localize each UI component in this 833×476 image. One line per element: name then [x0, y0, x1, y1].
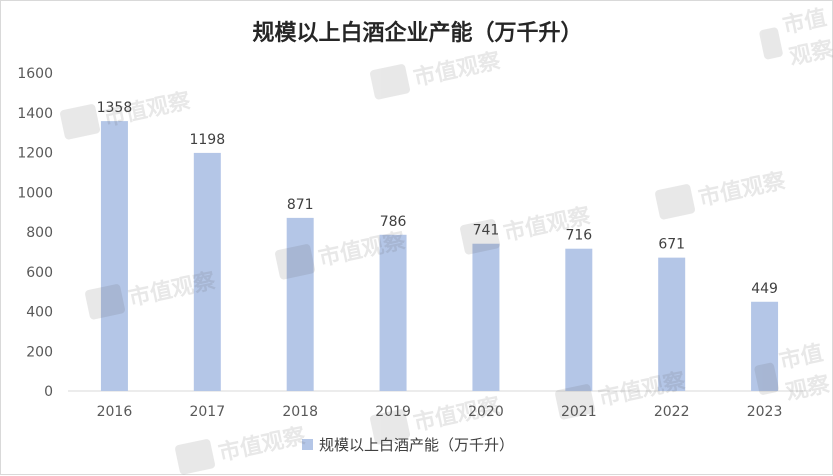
- data-label: 671: [658, 237, 685, 253]
- legend-label: 规模以上白酒产能（万千升）: [319, 436, 515, 454]
- y-tick-label: 1000: [17, 185, 53, 201]
- data-label: 1198: [189, 132, 225, 148]
- y-tick-label: 1200: [17, 146, 53, 162]
- x-tick-label: 2023: [747, 404, 783, 420]
- x-tick-label: 2019: [375, 404, 411, 420]
- x-tick-label: 2020: [468, 404, 504, 420]
- data-label: 1358: [97, 100, 133, 116]
- bar: [379, 234, 407, 391]
- data-label: 786: [380, 214, 407, 230]
- bar: [751, 301, 779, 391]
- y-tick-label: 1400: [17, 106, 53, 122]
- data-label: 449: [751, 281, 778, 297]
- bar: [100, 121, 128, 391]
- x-tick-label: 2017: [189, 404, 225, 420]
- data-label: 871: [287, 197, 314, 213]
- chart-title: 规模以上白酒企业产能（万千升）: [252, 21, 583, 46]
- x-tick-label: 2022: [654, 404, 690, 420]
- x-tick-label: 2016: [97, 404, 133, 420]
- data-label: 741: [473, 223, 500, 239]
- legend: 规模以上白酒产能（万千升）: [302, 434, 514, 455]
- y-tick-label: 600: [26, 265, 53, 281]
- data-label: 716: [565, 228, 592, 244]
- x-tick-label: 2018: [282, 404, 318, 420]
- bar: [193, 152, 221, 391]
- bar: [565, 248, 593, 391]
- y-tick-label: 200: [26, 344, 53, 360]
- y-tick-label: 0: [44, 384, 53, 400]
- bar: [658, 257, 686, 391]
- y-tick-label: 400: [26, 305, 53, 321]
- bar: [472, 243, 500, 391]
- y-tick-label: 800: [26, 225, 53, 241]
- y-tick-label: 1600: [17, 66, 53, 82]
- legend-swatch: [302, 439, 313, 450]
- bar: [286, 217, 314, 391]
- x-tick-label: 2021: [561, 404, 597, 420]
